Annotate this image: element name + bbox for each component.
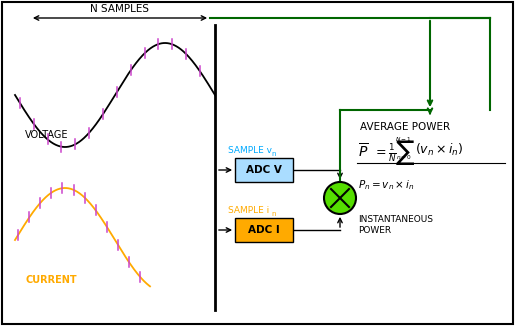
FancyBboxPatch shape: [235, 218, 293, 242]
Text: n: n: [271, 151, 276, 157]
Text: INSTANTANEOUS
POWER: INSTANTANEOUS POWER: [358, 215, 433, 235]
Text: ADC I: ADC I: [248, 225, 280, 235]
Text: n: n: [271, 211, 276, 217]
Text: AVERAGE POWER: AVERAGE POWER: [360, 122, 450, 132]
FancyBboxPatch shape: [235, 158, 293, 182]
Text: SAMPLE v: SAMPLE v: [228, 146, 272, 155]
Text: $\overline{P}$: $\overline{P}$: [358, 142, 368, 160]
Text: $_{n=0}$: $_{n=0}$: [396, 153, 413, 162]
Text: CURRENT: CURRENT: [25, 275, 77, 285]
Text: $^{N-1}$: $^{N-1}$: [395, 136, 412, 145]
Circle shape: [324, 182, 356, 214]
Text: $P_n = v_n \times i_n$: $P_n = v_n \times i_n$: [358, 178, 415, 192]
Text: $= \frac{1}{N}$: $= \frac{1}{N}$: [373, 142, 397, 164]
Text: $(v_n \times i_n)$: $(v_n \times i_n)$: [415, 142, 464, 158]
Text: SAMPLE i: SAMPLE i: [228, 206, 269, 215]
Text: ADC V: ADC V: [246, 165, 282, 175]
Text: VOLTAGE: VOLTAGE: [25, 130, 68, 140]
Text: N SAMPLES: N SAMPLES: [91, 4, 149, 14]
Text: $\sum$: $\sum$: [395, 138, 415, 167]
